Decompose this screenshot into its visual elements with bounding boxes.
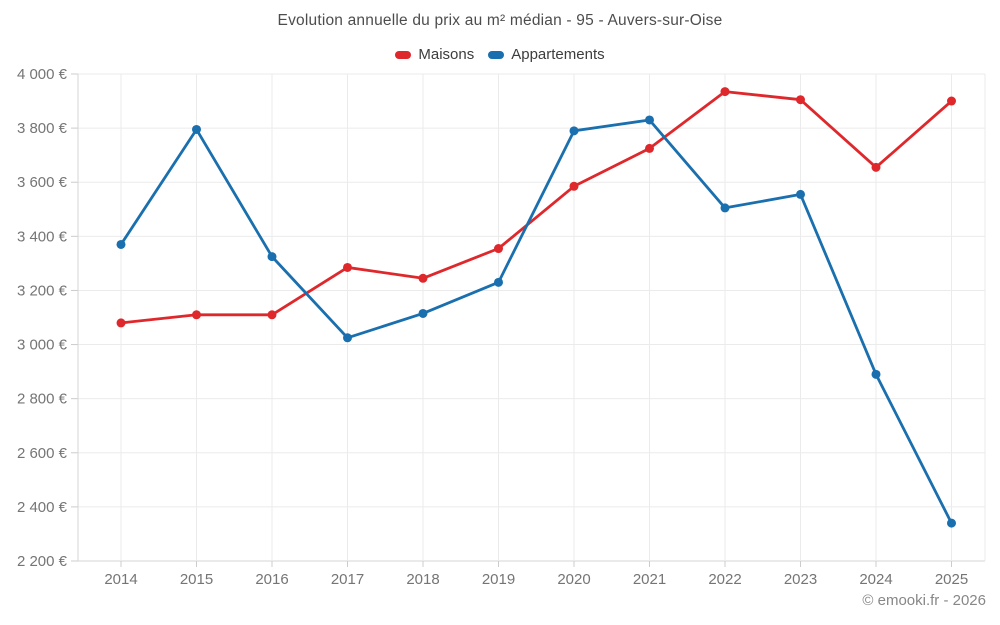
y-tick-label: 3 200 € — [17, 282, 68, 299]
x-tick-label: 2018 — [406, 571, 439, 588]
x-tick-label: 2021 — [633, 571, 666, 588]
data-point-maisons-2014[interactable] — [116, 318, 126, 328]
y-tick-label: 4 000 € — [17, 66, 68, 83]
data-point-appartements-2023[interactable] — [796, 189, 805, 199]
data-point-appartements-2015[interactable] — [192, 124, 201, 134]
y-tick-label: 2 200 € — [17, 553, 68, 570]
legend-label-maisons: Maisons — [418, 46, 475, 63]
data-point-appartements-2016[interactable] — [267, 252, 277, 262]
data-point-maisons-2018[interactable] — [418, 273, 428, 283]
legend-item-maisons[interactable]: Maisons — [395, 46, 474, 63]
legend: Maisons Appartements — [0, 46, 1000, 63]
data-point-appartements-2017[interactable] — [343, 333, 352, 343]
y-tick-label: 3 600 € — [17, 174, 68, 191]
y-tick-label: 2 600 € — [17, 445, 68, 462]
y-tick-label: 3 800 € — [17, 120, 68, 137]
y-tick-label: 3 000 € — [17, 337, 68, 354]
data-point-appartements-2020[interactable] — [569, 126, 579, 136]
data-point-appartements-2022[interactable] — [720, 203, 730, 213]
y-tick-label: 2 800 € — [17, 391, 68, 408]
x-tick-label: 2023 — [784, 571, 817, 588]
data-point-maisons-2020[interactable] — [569, 181, 579, 191]
x-tick-label: 2019 — [482, 571, 515, 588]
data-point-appartements-2014[interactable] — [116, 239, 126, 249]
data-point-appartements-2019[interactable] — [494, 277, 503, 287]
x-tick-label: 2022 — [708, 571, 741, 588]
data-point-appartements-2024[interactable] — [871, 369, 881, 379]
x-tick-label: 2025 — [935, 571, 968, 588]
series-line-maisons — [119, 90, 953, 325]
x-tick-label: 2024 — [859, 571, 892, 588]
y-tick-label: 3 400 € — [17, 228, 68, 245]
data-point-maisons-2017[interactable] — [343, 262, 352, 272]
data-point-appartements-2025[interactable] — [947, 518, 956, 528]
data-point-appartements-2018[interactable] — [418, 308, 428, 318]
x-tick-label: 2014 — [104, 571, 137, 588]
data-point-maisons-2025[interactable] — [947, 96, 956, 106]
watermark: © emooki.fr - 2026 — [862, 592, 986, 609]
chart-title: Evolution annuelle du prix au m² médian … — [277, 12, 723, 29]
data-point-maisons-2019[interactable] — [494, 244, 503, 254]
legend-label-appartements: Appartements — [511, 46, 605, 63]
legend-item-appartements[interactable]: Appartements — [488, 46, 605, 63]
series-line-appartements — [119, 118, 953, 525]
x-tick-label: 2020 — [557, 571, 590, 588]
legend-swatch-maisons — [395, 50, 412, 59]
y-tick-label: 2 400 € — [17, 499, 68, 516]
data-point-maisons-2015[interactable] — [192, 310, 201, 320]
data-point-maisons-2022[interactable] — [720, 87, 730, 97]
x-tick-label: 2016 — [255, 571, 288, 588]
data-point-appartements-2021[interactable] — [645, 115, 654, 125]
data-point-maisons-2023[interactable] — [796, 95, 805, 105]
legend-swatch-appartements — [488, 50, 505, 59]
data-point-maisons-2016[interactable] — [267, 310, 277, 320]
data-point-maisons-2021[interactable] — [645, 143, 654, 153]
x-tick-label: 2017 — [331, 571, 364, 588]
data-point-maisons-2024[interactable] — [871, 162, 881, 172]
x-tick-label: 2015 — [180, 571, 213, 588]
